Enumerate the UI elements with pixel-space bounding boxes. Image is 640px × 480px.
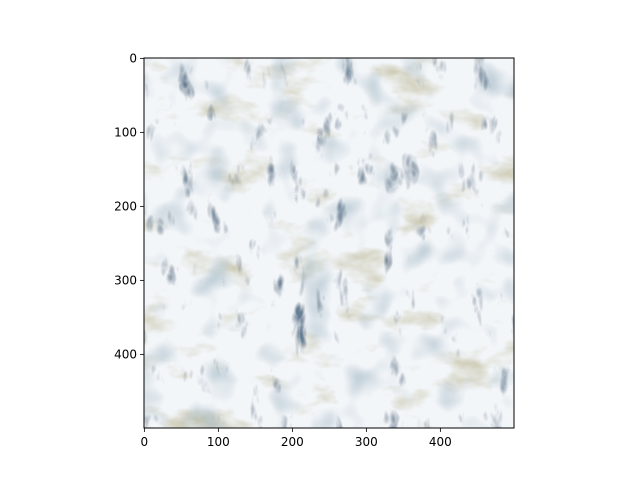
x-tick-label: 200 bbox=[281, 435, 304, 449]
x-tick-label: 100 bbox=[207, 435, 230, 449]
y-tick-label: 200 bbox=[114, 199, 137, 213]
x-axis: 0 100 200 300 400 bbox=[141, 428, 452, 449]
y-tick-label: 0 bbox=[129, 51, 137, 65]
y-tick-label: 400 bbox=[114, 347, 137, 361]
x-tick-label: 400 bbox=[429, 435, 452, 449]
axes-frame bbox=[143, 57, 515, 429]
y-axis: 0 100 200 300 400 bbox=[114, 51, 144, 361]
y-tick-label: 100 bbox=[114, 125, 137, 139]
terrain-image bbox=[144, 58, 514, 428]
x-tick-label: 0 bbox=[141, 435, 149, 449]
x-tick-label: 300 bbox=[355, 435, 378, 449]
y-tick-label: 300 bbox=[114, 273, 137, 287]
